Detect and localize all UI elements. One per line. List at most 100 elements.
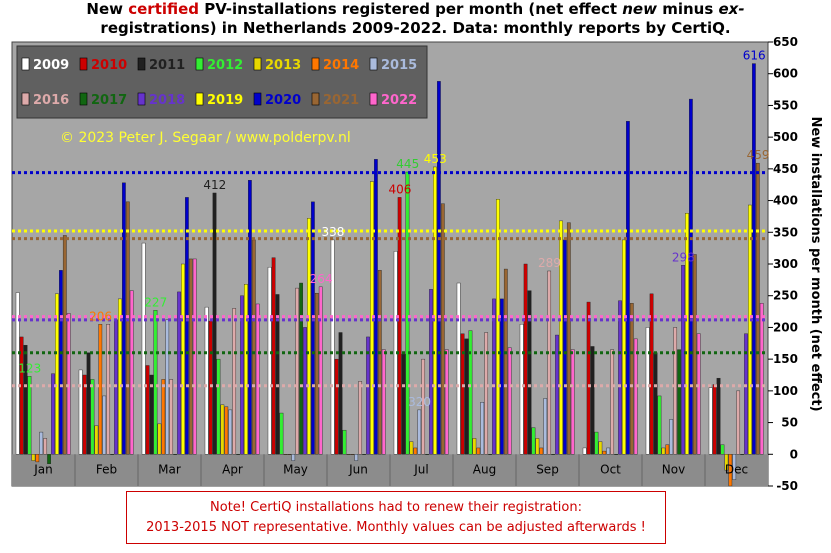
- bar-2016-Apr: [232, 308, 237, 455]
- bar-2018-Dec: [744, 333, 748, 455]
- bar-2016-Aug: [484, 332, 489, 455]
- bar-2018-Jul: [429, 289, 433, 455]
- legend-label-2011: 2011: [149, 58, 185, 73]
- legend-label-2020: 2020: [265, 93, 301, 108]
- bar-2012-Jul: [405, 171, 410, 455]
- bar-2014-Oct: [602, 450, 607, 455]
- bar-2021-Dec: [755, 162, 760, 455]
- bar-2011-Aug: [464, 338, 469, 455]
- data-label: 338: [322, 225, 345, 239]
- bar-2010-Dec: [712, 384, 717, 455]
- bar-2012-Feb: [90, 379, 95, 455]
- legend-swatch-2021: [311, 92, 320, 106]
- bar-2013-Aug: [472, 438, 477, 455]
- month-label: Oct: [600, 462, 621, 476]
- bar-2020-Mar: [185, 197, 189, 455]
- bar-2017-Jun: [362, 454, 366, 455]
- data-label: 123: [18, 361, 41, 375]
- bar-2019-May: [307, 218, 311, 455]
- month-label: Jan: [33, 462, 53, 476]
- bar-2011-May: [275, 294, 280, 455]
- bar-2020-Jan: [59, 270, 63, 455]
- bar-2010-Nov: [649, 293, 654, 455]
- month-label: May: [283, 462, 308, 476]
- bar-2022-Aug: [507, 347, 512, 455]
- bar-2022-May: [318, 286, 323, 455]
- bar-2012-Jun: [342, 429, 347, 455]
- bar-2019-Mar: [181, 263, 185, 455]
- y-tick-label: 200: [773, 320, 798, 334]
- y-tick-label: 150: [773, 352, 798, 366]
- bar-2020-Sep: [563, 239, 567, 455]
- bar-2013-May: [283, 454, 288, 455]
- bar-2012-Jan: [27, 376, 32, 455]
- bar-2011-Jul: [401, 353, 406, 455]
- y-tick-label: 250: [773, 289, 798, 303]
- y-tick-label: 300: [773, 257, 798, 271]
- bar-2021-Aug: [503, 268, 508, 455]
- bar-2019-Oct: [622, 239, 626, 455]
- bar-2010-Mar: [145, 365, 150, 455]
- bar-2017-Jul: [425, 454, 429, 455]
- y-tick-label: 100: [773, 384, 798, 398]
- bar-2010-May: [271, 257, 276, 455]
- bar-2011-Apr: [212, 192, 217, 455]
- bar-2017-Aug: [488, 454, 492, 455]
- bar-2016-Oct: [610, 349, 615, 455]
- y-tick-label: 50: [781, 416, 798, 430]
- bar-2013-Jun: [346, 454, 351, 455]
- bar-2022-Oct: [633, 338, 638, 455]
- month-label: Sep: [536, 462, 559, 476]
- bar-2013-Oct: [598, 441, 603, 455]
- bar-2011-Jan: [23, 344, 28, 455]
- bar-2016-Sep: [547, 270, 552, 455]
- copyright-text: © 2023 Peter J. Segaar / www.polderpv.nl: [60, 130, 351, 146]
- bar-2021-Sep: [566, 222, 571, 455]
- legend-swatch-2019: [195, 92, 204, 106]
- bar-2011-Jun: [338, 332, 343, 455]
- bar-2014-Nov: [665, 444, 670, 455]
- bar-2013-Apr: [220, 404, 225, 455]
- bar-2018-Jun: [366, 336, 370, 455]
- bar-2015-Aug: [480, 402, 485, 455]
- bar-2015-Dec: [732, 454, 737, 480]
- bar-2014-Dec: [728, 454, 733, 487]
- bar-2016-Jul: [421, 358, 426, 455]
- bar-2020-Jul: [437, 81, 441, 455]
- bar-2014-Sep: [539, 447, 544, 455]
- legend-label-2017: 2017: [91, 93, 127, 108]
- bar-2014-Apr: [224, 406, 229, 455]
- bar-2018-Mar: [177, 291, 181, 455]
- bar-2017-Oct: [614, 454, 618, 455]
- bar-2022-Jan: [66, 313, 71, 455]
- bar-2009-May: [267, 266, 272, 455]
- data-label: 289: [538, 256, 561, 270]
- bar-2017-Apr: [236, 454, 240, 455]
- bar-2015-Jul: [417, 409, 422, 455]
- bar-2010-Jul: [397, 197, 402, 455]
- bar-2011-Mar: [149, 374, 154, 455]
- bar-2022-Feb: [129, 290, 134, 455]
- bar-2019-Dec: [748, 204, 752, 455]
- legend-label-2009: 2009: [33, 58, 69, 73]
- bar-2011-Dec: [716, 377, 721, 455]
- bar-2020-Dec: [752, 63, 756, 455]
- bar-2021-Jul: [440, 203, 445, 455]
- bar-2021-Mar: [188, 258, 193, 455]
- bar-2014-Feb: [98, 324, 103, 455]
- bar-2020-Aug: [500, 298, 504, 455]
- bar-2020-Oct: [626, 121, 630, 455]
- bar-2021-May: [314, 292, 319, 455]
- bar-2015-Jan: [39, 431, 44, 455]
- data-label: 206: [89, 309, 112, 323]
- bar-2009-Mar: [141, 242, 146, 455]
- y-tick-label: 450: [773, 162, 798, 176]
- bar-2016-Mar: [169, 379, 174, 455]
- bar-2010-Aug: [460, 333, 465, 455]
- bar-2009-Feb: [78, 369, 83, 455]
- bar-2014-Jan: [35, 454, 40, 463]
- bar-2022-Sep: [570, 349, 575, 455]
- bar-2009-Nov: [645, 327, 650, 455]
- bar-2011-Sep: [527, 290, 532, 455]
- data-label: 459: [747, 148, 770, 162]
